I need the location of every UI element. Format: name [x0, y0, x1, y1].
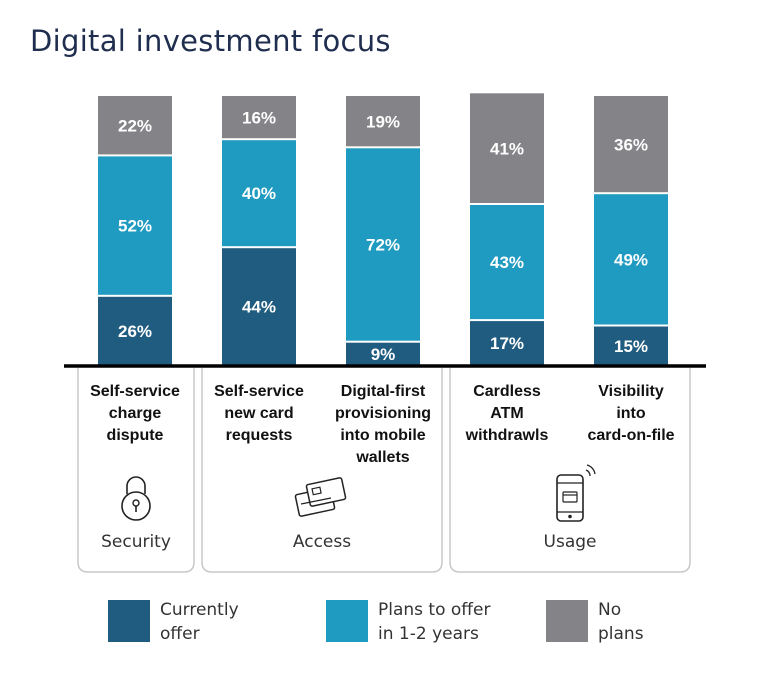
category-label: Cardless — [473, 383, 541, 400]
bar-segment-no-plans — [346, 96, 420, 147]
group-label: Security — [101, 532, 171, 552]
category-label: Self-service — [90, 383, 180, 400]
category-label: card-on-file — [587, 427, 674, 444]
bar-segment-currently-offer — [98, 296, 172, 366]
legend-swatch-plans — [326, 600, 368, 642]
data-label: 16% — [242, 109, 276, 128]
group-box — [77, 368, 195, 573]
data-label: 26% — [118, 322, 152, 341]
category-label: charge — [109, 405, 162, 422]
padlock-icon — [121, 491, 151, 521]
legend-item-currently-offer: Currently offer — [108, 598, 239, 646]
data-label: 22% — [118, 117, 152, 136]
data-label: 49% — [614, 250, 648, 269]
category-label: Digital-first — [341, 383, 426, 400]
category-label: Self-service — [214, 383, 304, 400]
category-label: into — [616, 405, 646, 422]
bar-segment-plans — [222, 140, 296, 247]
bar-segment-no-plans — [470, 93, 544, 203]
bar-segment-no-plans — [222, 96, 296, 139]
smartphone-icon — [585, 469, 591, 477]
legend: Currently offer Plans to offer in 1-2 ye… — [0, 598, 768, 658]
bar-segment-plans — [98, 156, 172, 295]
bar-segment-plans — [470, 205, 544, 320]
category-label: ATM — [490, 405, 523, 422]
legend-label-line: Plans to offer — [378, 600, 491, 620]
category-label: Visibility — [598, 383, 664, 400]
category-label: into mobile — [340, 427, 425, 444]
legend-label-line: plans — [598, 624, 644, 644]
group-label: Usage — [544, 532, 597, 552]
legend-label-line: Currently — [160, 600, 239, 620]
category-label: new card — [224, 405, 293, 422]
legend-item-no-plans: No plans — [546, 598, 644, 646]
data-label: 72% — [366, 236, 400, 255]
stacked-bar-chart: 26% 52% 22% Self-service charge dispute 44% 40%… — [64, 93, 706, 573]
data-label: 52% — [118, 217, 152, 236]
padlock-icon — [132, 499, 140, 507]
bar-segment-plans — [346, 148, 420, 341]
legend-label-line: No — [598, 600, 622, 620]
data-label: 9% — [371, 345, 396, 364]
category-label: provisioning — [335, 405, 431, 422]
data-label: 43% — [490, 253, 524, 272]
category-label: requests — [226, 427, 293, 444]
bar-segment-no-plans — [98, 96, 172, 155]
smartphone-icon — [586, 464, 596, 475]
bar-segment-currently-offer — [470, 321, 544, 366]
legend-swatch-currently-offer — [108, 600, 150, 642]
cards-icon — [305, 477, 347, 507]
smartphone-icon — [562, 491, 578, 503]
group-label: Access — [293, 532, 351, 552]
bar-segment-currently-offer — [222, 248, 296, 366]
padlock-icon — [126, 476, 146, 494]
data-label: 41% — [490, 140, 524, 159]
legend-label-line: in 1-2 years — [378, 624, 479, 644]
legend-swatch-no-plans — [546, 600, 588, 642]
group-box — [449, 368, 691, 573]
category-label: withdrawls — [465, 427, 549, 444]
cards-icon — [311, 486, 322, 496]
group-box — [201, 368, 443, 573]
data-label: 40% — [242, 184, 276, 203]
legend-item-plans: Plans to offer in 1-2 years — [326, 598, 490, 646]
data-label: 36% — [614, 136, 648, 155]
data-label: 17% — [490, 334, 524, 353]
smartphone-icon — [568, 514, 572, 519]
bar-segment-no-plans — [594, 96, 668, 193]
category-label: dispute — [107, 427, 164, 444]
data-label: 19% — [366, 113, 400, 132]
bar-segment-currently-offer — [346, 342, 420, 366]
bar-segment-currently-offer — [594, 326, 668, 366]
chart-title: Digital investment focus — [30, 24, 391, 58]
data-label: 44% — [242, 298, 276, 317]
legend-label-line: offer — [160, 624, 200, 644]
cards-icon — [300, 497, 332, 505]
bar-segment-plans — [594, 194, 668, 325]
smartphone-icon — [556, 474, 584, 522]
data-label: 15% — [614, 337, 648, 356]
category-label: wallets — [355, 449, 409, 466]
